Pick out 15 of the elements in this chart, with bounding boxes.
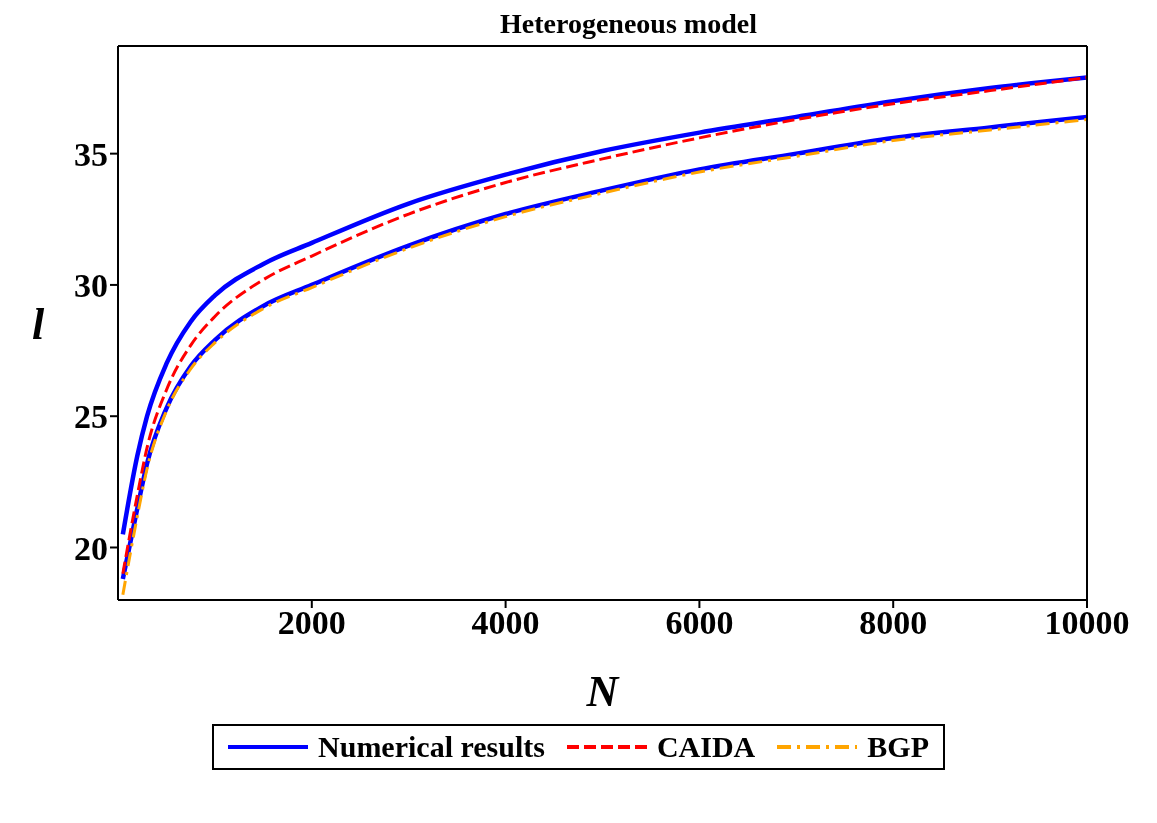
x-tick-label: 6000 <box>665 604 734 642</box>
y-axis-title: l <box>32 299 45 349</box>
y-tick-label: 20 <box>74 529 108 567</box>
x-tick-label: 10000 <box>1044 604 1130 642</box>
y-tick-label: 35 <box>74 135 108 173</box>
x-tick-label: 2000 <box>277 604 346 642</box>
legend-label: Numerical results <box>318 730 545 764</box>
chart-title: Heterogeneous model <box>499 8 758 40</box>
legend-label: CAIDA <box>656 730 756 764</box>
y-tick-label: 30 <box>74 267 108 304</box>
x-axis-title: N <box>585 667 621 716</box>
y-tick-label: 25 <box>74 398 108 436</box>
legend-label: BGP <box>867 730 929 764</box>
x-tick-label: 4000 <box>471 604 540 642</box>
x-tick-label: 8000 <box>859 604 928 642</box>
